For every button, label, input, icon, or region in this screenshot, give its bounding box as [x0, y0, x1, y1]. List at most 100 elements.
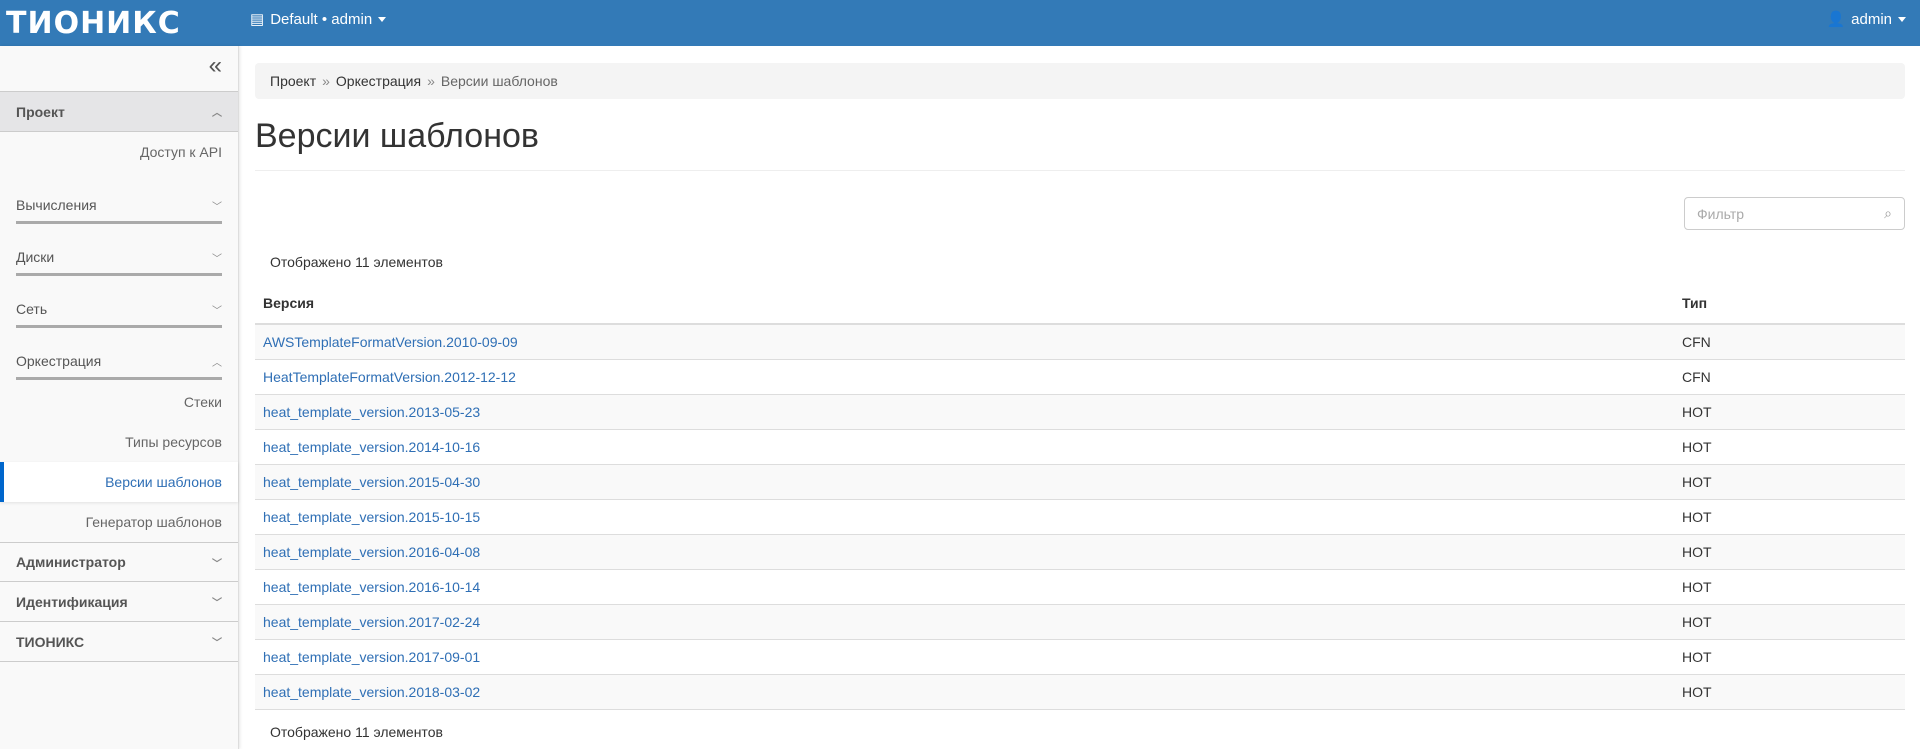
version-cell: heat_template_version.2017-09-01: [255, 639, 1674, 675]
version-cell: heat_template_version.2017-02-24: [255, 604, 1674, 640]
page-title: Версии шаблонов: [255, 117, 1905, 171]
table-row: heat_template_version.2015-04-30 HOT: [255, 464, 1905, 500]
table-row: HeatTemplateFormatVersion.2012-12-12 CFN: [255, 359, 1905, 395]
user-icon: 👤: [1826, 11, 1846, 28]
table-row: heat_template_version.2016-10-14 HOT: [255, 569, 1905, 605]
sidebar-item-stacks[interactable]: Стеки: [0, 382, 238, 422]
table-row: heat_template_version.2015-10-15 HOT: [255, 499, 1905, 535]
version-link[interactable]: heat_template_version.2013-05-23: [263, 403, 481, 420]
version-link[interactable]: heat_template_version.2016-04-08: [263, 543, 481, 560]
section-label: Идентификация: [16, 593, 128, 610]
table-row: AWSTemplateFormatVersion.2010-09-09 CFN: [255, 324, 1905, 360]
project-selector-label: Default • admin: [270, 10, 373, 28]
version-cell: heat_template_version.2015-10-15: [255, 499, 1674, 535]
version-cell: heat_template_version.2018-03-02: [255, 674, 1674, 710]
table-row: heat_template_version.2013-05-23 HOT: [255, 394, 1905, 430]
project-selector[interactable]: ▤ Default • admin: [250, 10, 387, 28]
type-cell: HOT: [1674, 464, 1905, 500]
logo[interactable]: ТИОНИКС: [6, 6, 181, 41]
sidebar-item-resource-types[interactable]: Типы ресурсов: [0, 422, 238, 462]
item-label: Типы ресурсов: [125, 434, 222, 450]
filter-input[interactable]: [1697, 205, 1867, 222]
version-cell: heat_template_version.2015-04-30: [255, 464, 1674, 500]
item-count-bottom: Отображено 11 элементов: [270, 724, 443, 740]
version-link[interactable]: heat_template_version.2018-03-02: [263, 683, 481, 700]
breadcrumb-orchestration[interactable]: Оркестрация: [335, 73, 422, 89]
version-link[interactable]: heat_template_version.2014-10-16: [263, 438, 481, 455]
sidebar-section-tionix[interactable]: ТИОНИКС ﹀: [0, 622, 238, 662]
version-cell: AWSTemplateFormatVersion.2010-09-09: [255, 324, 1674, 360]
sidebar-item-template-generator[interactable]: Генератор шаблонов: [0, 502, 238, 542]
chevron-down-icon: ﹀: [212, 254, 222, 265]
item-count-top: Отображено 11 элементов: [270, 254, 443, 270]
sidebar-item-api-access[interactable]: Доступ к API: [0, 132, 238, 172]
version-cell: HeatTemplateFormatVersion.2012-12-12: [255, 359, 1674, 395]
type-cell: HOT: [1674, 604, 1905, 640]
search-icon[interactable]: ⌕: [1884, 205, 1892, 221]
type-cell: HOT: [1674, 429, 1905, 465]
user-menu[interactable]: 👤 admin: [1826, 10, 1906, 28]
sidebar-section-identity[interactable]: Идентификация ﹀: [0, 582, 238, 622]
version-link[interactable]: heat_template_version.2015-04-30: [263, 473, 481, 490]
sidebar-group-compute[interactable]: Вычисления ﹀: [16, 172, 222, 224]
table-row: heat_template_version.2017-02-24 HOT: [255, 604, 1905, 640]
chevron-down-icon: ﹀: [212, 598, 222, 609]
version-link[interactable]: heat_template_version.2017-02-24: [263, 613, 481, 630]
group-label: Вычисления: [16, 197, 97, 213]
chevron-down-icon: ﹀: [212, 306, 222, 317]
sidebar-group-network[interactable]: Сеть ﹀: [16, 276, 222, 328]
sidebar-item-template-versions[interactable]: Версии шаблонов: [0, 462, 238, 502]
sidebar: « Проект ︿ Доступ к API Вычисления ﹀ Диски…: [0, 46, 239, 749]
version-link[interactable]: heat_template_version.2016-10-14: [263, 578, 481, 595]
type-cell: CFN: [1674, 359, 1905, 395]
column-header-version[interactable]: Версия: [255, 283, 1674, 325]
type-cell: HOT: [1674, 569, 1905, 605]
sidebar-collapse[interactable]: «: [0, 46, 238, 92]
section-label: Проект: [16, 103, 65, 120]
chevron-up-icon: ︿: [212, 108, 222, 119]
version-link[interactable]: heat_template_version.2015-10-15: [263, 508, 481, 525]
section-label: Администратор: [16, 554, 126, 570]
version-cell: heat_template_version.2013-05-23: [255, 394, 1674, 430]
version-link[interactable]: HeatTemplateFormatVersion.2012-12-12: [263, 368, 516, 385]
version-cell: heat_template_version.2014-10-16: [255, 429, 1674, 465]
group-label: Сеть: [16, 301, 48, 317]
table-row: heat_template_version.2018-03-02 HOT: [255, 674, 1905, 710]
breadcrumb-separator-icon: »: [427, 73, 435, 89]
caret-down-icon: [378, 16, 387, 22]
double-chevron-left-icon[interactable]: «: [208, 52, 222, 79]
group-label: Оркестрация: [16, 353, 102, 369]
table-row: heat_template_version.2014-10-16 HOT: [255, 429, 1905, 465]
sidebar-group-volumes[interactable]: Диски ﹀: [16, 224, 222, 276]
version-link[interactable]: heat_template_version.2017-09-01: [263, 648, 481, 665]
breadcrumb-project[interactable]: Проект: [270, 73, 317, 89]
item-label: Версии шаблонов: [105, 474, 222, 490]
sidebar-section-project[interactable]: Проект ︿: [0, 92, 238, 132]
type-cell: HOT: [1674, 534, 1905, 570]
filter-field[interactable]: ⌕: [1684, 197, 1905, 230]
version-link[interactable]: AWSTemplateFormatVersion.2010-09-09: [263, 333, 518, 350]
item-label: Генератор шаблонов: [85, 514, 222, 530]
chevron-down-icon: ﹀: [212, 638, 222, 649]
chevron-down-icon: ﹀: [212, 202, 222, 213]
type-cell: HOT: [1674, 394, 1905, 430]
breadcrumb-current: Версии шаблонов: [440, 73, 558, 89]
sidebar-group-orchestration[interactable]: Оркестрация ︿: [16, 328, 222, 380]
table-row: heat_template_version.2016-04-08 HOT: [255, 534, 1905, 570]
type-cell: HOT: [1674, 499, 1905, 535]
version-cell: heat_template_version.2016-10-14: [255, 569, 1674, 605]
item-label: Стеки: [183, 394, 222, 410]
table-header-row: Версия Тип: [255, 283, 1905, 325]
top-navbar: ТИОНИКС ▤ Default • admin 👤 admin: [0, 0, 1920, 46]
project-icon: ▤: [250, 11, 265, 28]
user-menu-label: admin: [1851, 10, 1892, 28]
breadcrumb: Проект » Оркестрация » Версии шаблонов: [255, 63, 1905, 99]
chevron-down-icon: ﹀: [212, 558, 222, 570]
version-cell: heat_template_version.2016-04-08: [255, 534, 1674, 570]
type-cell: HOT: [1674, 639, 1905, 675]
template-versions-table: Версия Тип AWSTemplateFormatVersion.2010…: [255, 283, 1905, 710]
type-cell: HOT: [1674, 674, 1905, 710]
sidebar-section-admin[interactable]: Администратор ﹀: [0, 542, 238, 582]
column-header-type[interactable]: Тип: [1674, 283, 1905, 325]
section-label: ТИОНИКС: [16, 633, 85, 650]
